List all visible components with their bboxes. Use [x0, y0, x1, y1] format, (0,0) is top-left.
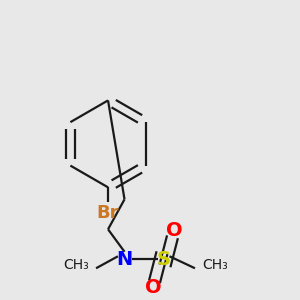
- Text: O: O: [166, 221, 182, 240]
- Text: O: O: [145, 278, 161, 297]
- Text: CH₃: CH₃: [63, 258, 88, 272]
- Text: CH₃: CH₃: [202, 258, 228, 272]
- Text: N: N: [116, 250, 133, 269]
- Text: S: S: [157, 250, 170, 269]
- Text: Br: Br: [97, 204, 119, 222]
